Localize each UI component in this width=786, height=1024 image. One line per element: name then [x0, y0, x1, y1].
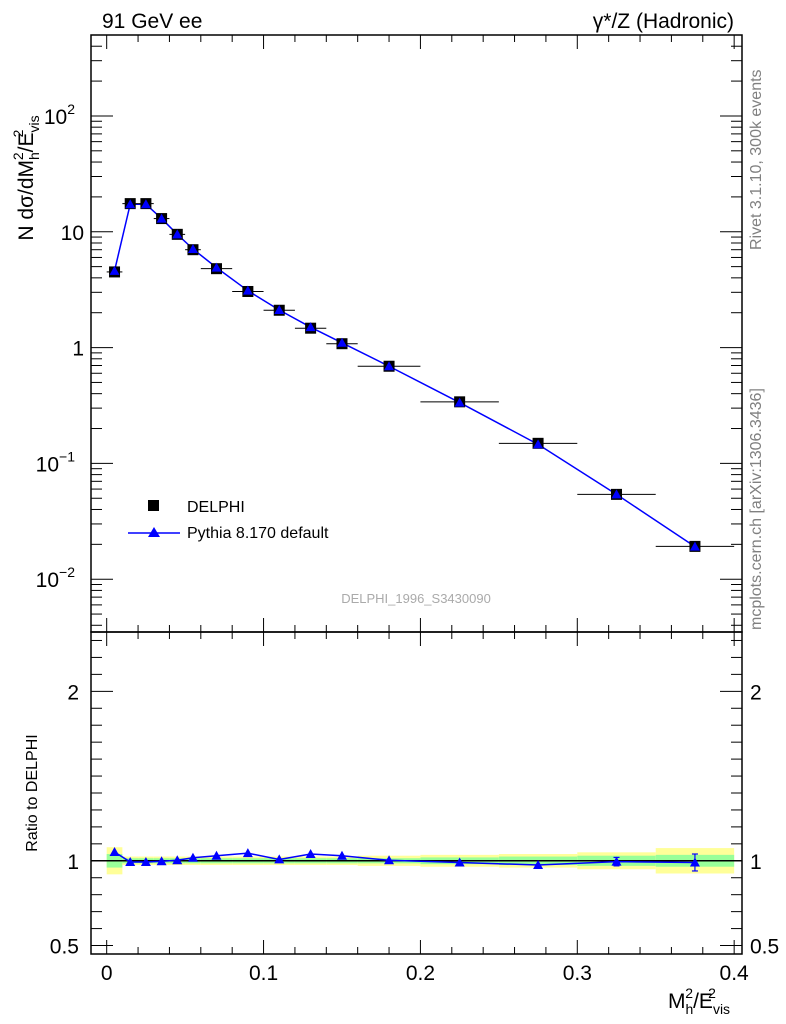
ratio-y-label: Ratio to DELPHI [24, 734, 41, 851]
mc-point [125, 199, 136, 209]
main-y-label: N dσ/dMh2/Evis2 [10, 115, 42, 240]
xlabel-sub1: h [686, 1001, 694, 1017]
header-right: γ*/Z (Hadronic) [593, 10, 734, 33]
ratio-mc-point [187, 852, 198, 862]
ratio-y-tick-label-right: 0.5 [750, 936, 779, 959]
legend-data-label: DELPHI [187, 499, 245, 516]
analysis-label: DELPHI_1996_S3430090 [341, 591, 491, 606]
ratio-mc-point [533, 860, 544, 870]
ratio-mc-point [125, 856, 136, 866]
ratio-axes: 0 0.1 0.2 0.3 0.40.5 0.51 12 2 [50, 632, 779, 985]
xlabel-sup2: 2 [708, 985, 716, 1001]
xlabel-sub2: vis [713, 1001, 730, 1017]
legend-mc-label: Pythia 8.170 default [187, 525, 329, 542]
mc-point [242, 285, 253, 295]
ratio-mc-point [109, 846, 120, 856]
mc-point [156, 213, 167, 223]
mc-point [454, 397, 465, 407]
main-series [106, 198, 735, 552]
ratio-mc-line [114, 851, 695, 866]
mc-point [140, 199, 151, 209]
ylabel-sup1: 2 [10, 152, 26, 160]
mc-point [305, 322, 316, 332]
legend-data-marker [148, 500, 159, 511]
mc-point [689, 541, 700, 551]
mc-point [172, 229, 183, 239]
ratio-mc-point [336, 850, 347, 860]
ratio-mc-point [454, 857, 465, 867]
mc-point [384, 361, 395, 371]
ratio-mc-point [172, 855, 183, 865]
main-y-tick-label: 10−2 [36, 564, 76, 592]
x-tick-label: 0.1 [249, 962, 278, 985]
ratio-series [109, 846, 700, 872]
ratio-y-tick-label-right: 1 [750, 851, 762, 874]
ratio-mc-point [305, 849, 316, 859]
ratio-y-tick-label: 2 [67, 681, 79, 704]
x-tick-label: 0.3 [563, 962, 592, 985]
ratio-mc-point [384, 855, 395, 865]
ratio-mc-point [140, 856, 151, 866]
x-tick-label: 0 [101, 962, 113, 985]
ratio-mc-point [156, 856, 167, 866]
ylabel-sup2: 2 [10, 129, 26, 137]
ylabel-sub2: vis [26, 115, 42, 132]
mc-line [113, 203, 696, 548]
x-axis-label: Mh2/Evis2 [668, 985, 730, 1017]
header-left: 91 GeV ee [102, 10, 202, 33]
ratio-y-tick-label: 0.5 [50, 936, 79, 959]
main-y-tick-label: 1 [72, 338, 84, 361]
mc-point [274, 305, 285, 315]
ylabel-sub1: h [26, 152, 42, 160]
main-y-tick-label: 10 [61, 222, 84, 245]
mc-point [611, 489, 622, 499]
x-tick-label: 0.4 [720, 962, 750, 985]
ratio-mc-point [611, 856, 622, 866]
mc-point [211, 262, 222, 272]
ratio-mc-point [274, 854, 285, 864]
ratio-mc-point [211, 850, 222, 860]
mc-point [187, 243, 198, 253]
main-axes: 10−2 10−1 1 10 102 [36, 34, 742, 632]
ratio-y-tick-label-right: 2 [750, 681, 762, 704]
main-frame [90, 34, 743, 633]
ratio-y-tick-label: 1 [67, 851, 79, 874]
mc-point [533, 439, 544, 449]
legend: DELPHI Pythia 8.170 default [128, 499, 329, 542]
main-y-tick-label: 10−1 [36, 448, 76, 476]
side-text-bottom: mcplots.cern.ch [arXiv:1306.3436] [748, 388, 765, 630]
main-y-tick-label: 102 [44, 101, 75, 129]
xlabel-sup1: 2 [685, 985, 693, 1001]
x-tick-label: 0.2 [406, 962, 435, 985]
legend-mc-marker [148, 527, 160, 537]
ratio-frame [90, 631, 743, 955]
side-text-top: Rivet 3.1.10, 300k events [748, 69, 765, 250]
mc-point [336, 337, 347, 347]
ratio-mc-point [242, 848, 253, 858]
ratio-mc-point [689, 857, 700, 867]
mc-point [109, 265, 120, 275]
